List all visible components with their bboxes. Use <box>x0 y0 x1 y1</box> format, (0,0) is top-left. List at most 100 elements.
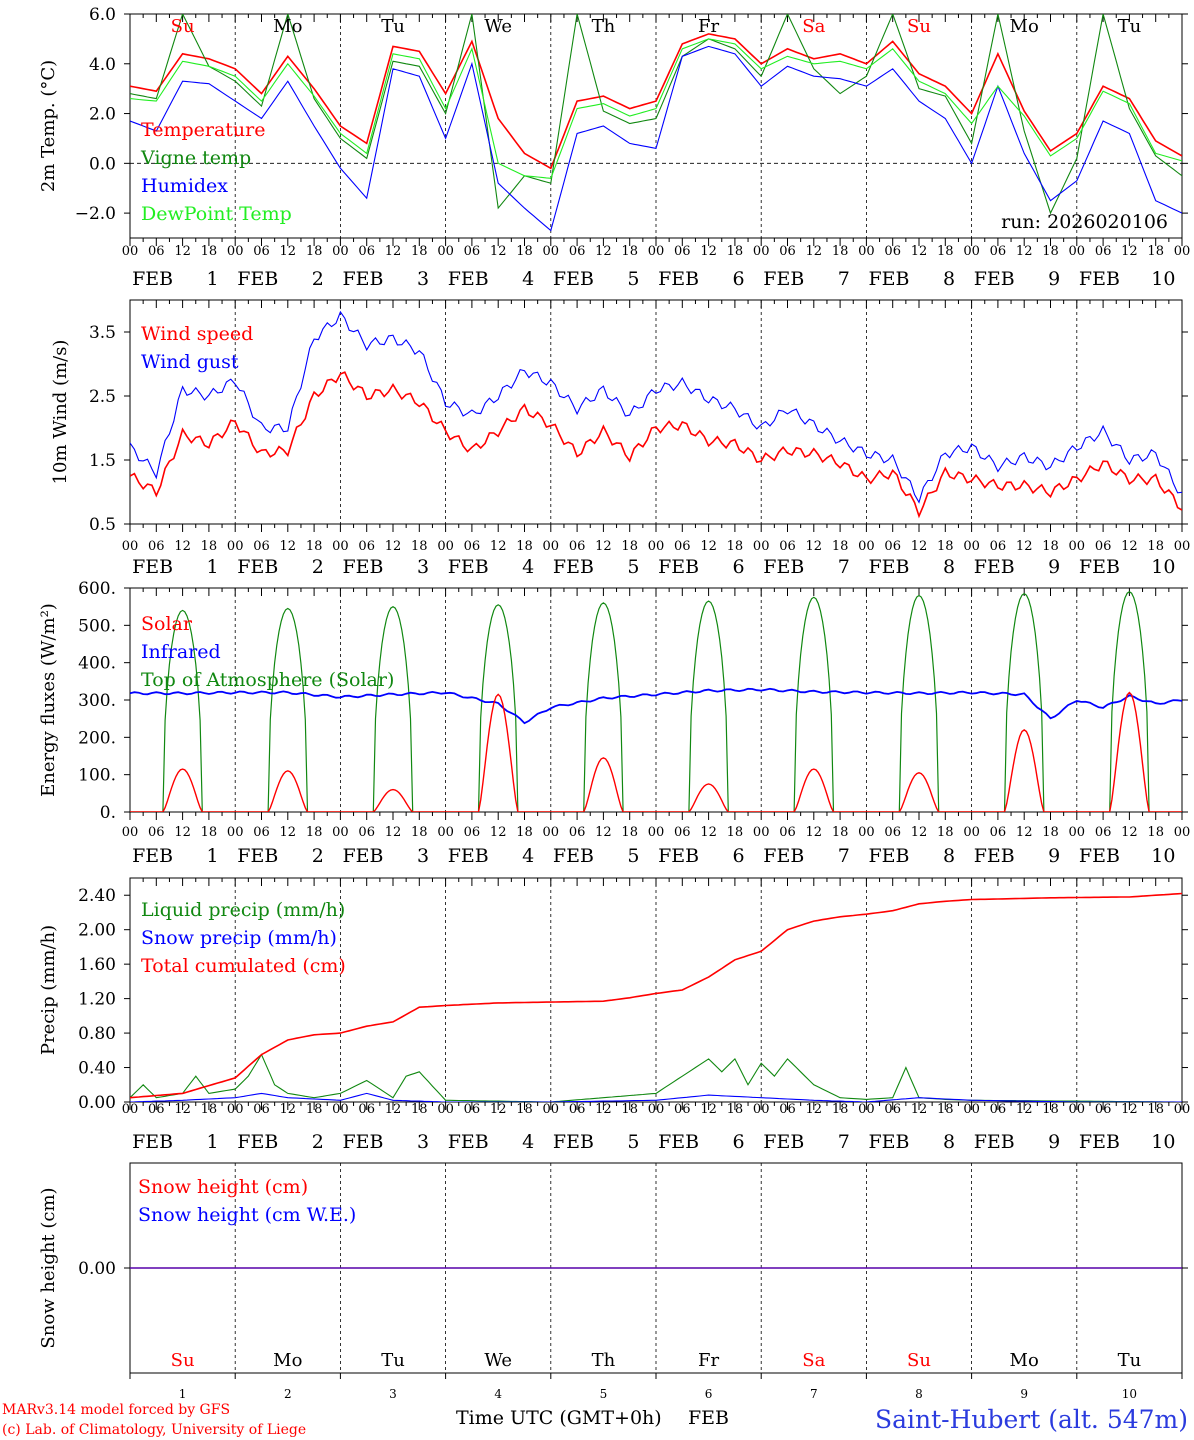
legend-entry: Humidex <box>141 175 228 197</box>
x-hour-label: 18 <box>306 244 323 259</box>
x-month-label: FEB <box>868 1131 909 1153</box>
x-date-label: 9 <box>1020 1387 1028 1401</box>
x-hour-label: 00 <box>437 825 454 840</box>
x-hour-label: 12 <box>174 1102 191 1117</box>
x-hour-label: 12 <box>490 539 507 554</box>
x-hour-label: 00 <box>227 1102 244 1117</box>
footer: MARv3.14 model forced by GFS (c) Lab. of … <box>2 1402 1188 1438</box>
y-tick-label: 2.40 <box>78 886 116 906</box>
x-hour-label: 06 <box>990 539 1007 554</box>
y-axis-label: Precip (mm/h) <box>38 925 59 1055</box>
x-month-label: FEB <box>868 845 909 867</box>
series-group <box>130 14 1182 232</box>
y-axis-label: 10m Wind (m/s) <box>50 340 71 485</box>
x-hour-label: 06 <box>990 825 1007 840</box>
x-month-label: FEB <box>868 556 909 578</box>
legend-entry: Snow height (cm) <box>138 1176 308 1198</box>
x-month-label: FEB <box>974 845 1015 867</box>
x-date-label: 9 <box>1048 1131 1060 1153</box>
x-hour-label: 06 <box>779 539 796 554</box>
x-date-label: 6 <box>705 1387 713 1401</box>
x-hour-label: 06 <box>1095 539 1112 554</box>
x-hour-label: 12 <box>806 1102 823 1117</box>
panel-4: 0.00 0.40 0.80 1.20 1.60 2.00 2.40 Precip (mm/h… <box>38 877 1190 1153</box>
x-hour-label: 12 <box>174 539 191 554</box>
x-date-label: 6 <box>733 556 745 578</box>
x-hour-label: 12 <box>595 244 612 259</box>
y-tick-label: 400. <box>78 654 116 674</box>
x-hour-label: 18 <box>516 244 533 259</box>
x-hour-label: 12 <box>911 1102 928 1117</box>
x-month-label: FEB <box>763 556 804 578</box>
x-month-label: FEB <box>763 268 804 290</box>
legend-entry: Solar <box>141 613 193 635</box>
x-hour-label: 18 <box>1147 825 1164 840</box>
x-hour-label: 00 <box>227 539 244 554</box>
weekday-label: Mo <box>1010 16 1039 37</box>
legend-entry: DewPoint Temp <box>141 203 292 225</box>
x-hour-label: 12 <box>1016 1102 1033 1117</box>
panel-3: 0. 100. 200. 300. 400. 500. 600. Energy fluxes … <box>38 579 1190 867</box>
x-hour-label: 18 <box>937 1102 954 1117</box>
x-hour-label: 18 <box>727 539 744 554</box>
x-date-label: 7 <box>838 556 850 578</box>
series-group <box>130 590 1182 812</box>
x-date-label: 7 <box>810 1387 818 1401</box>
x-hour-label: 00 <box>437 539 454 554</box>
legend-entry: Liquid precip (mm/h) <box>141 899 345 921</box>
x-hour-label: 18 <box>832 244 849 259</box>
legend-entry: Vigne temp <box>140 147 251 169</box>
x-hour-label: 06 <box>464 244 481 259</box>
x-date-label: 8 <box>915 1387 923 1401</box>
x-hour-label: 00 <box>1069 244 1086 259</box>
y-tick-label: 6.0 <box>89 5 116 25</box>
x-month-label: FEB <box>237 268 278 290</box>
x-hour-label: 06 <box>253 244 270 259</box>
x-hour-label: 12 <box>595 1102 612 1117</box>
x-month-label: FEB <box>132 845 173 867</box>
x-hour-label: 12 <box>1016 244 1033 259</box>
x-hour-label: 18 <box>516 1102 533 1117</box>
x-hour-label: 12 <box>280 244 297 259</box>
y-tick-label: 2.0 <box>89 105 116 125</box>
x-hour-label: 00 <box>543 244 560 259</box>
x-month-label: FEB <box>342 268 383 290</box>
legend-entry: Total cumulated (cm) <box>141 955 346 977</box>
x-hour-label: 00 <box>332 244 349 259</box>
y-tick-label: 200. <box>78 728 116 748</box>
x-month-label: FEB <box>974 556 1015 578</box>
x-hour-label: 12 <box>806 244 823 259</box>
legend-entry: Snow precip (mm/h) <box>141 927 337 949</box>
x-date-label: 2 <box>312 1131 324 1153</box>
x-hour-label: 18 <box>201 244 218 259</box>
weekday-label: Mo <box>1010 1350 1039 1371</box>
x-month-label: FEB <box>658 556 699 578</box>
x-hour-label: 00 <box>858 539 875 554</box>
x-hour-label: 12 <box>911 825 928 840</box>
x-hour-label: 18 <box>1147 1102 1164 1117</box>
series-vigne-temp-line <box>130 14 1182 215</box>
x-hour-label: 18 <box>306 825 323 840</box>
x-hour-label: 06 <box>674 1102 691 1117</box>
run-label: run: 2026020106 <box>1001 211 1168 233</box>
x-hour-label: 18 <box>937 539 954 554</box>
x-hour-label: 12 <box>1121 825 1138 840</box>
weekday-label: Fr <box>698 1350 719 1371</box>
x-date-label: 8 <box>943 556 955 578</box>
plot-frame <box>129 587 1183 813</box>
x-hour-label: 18 <box>621 825 638 840</box>
x-hour-label: 06 <box>990 244 1007 259</box>
x-hour-label: 18 <box>1147 539 1164 554</box>
x-date-label: 10 <box>1151 845 1175 867</box>
x-month-label: FEB <box>1079 268 1120 290</box>
x-hour-label: 18 <box>1042 244 1059 259</box>
x-hour-label: 06 <box>884 1102 901 1117</box>
weekday-label: Th <box>592 16 616 37</box>
weekday-label: Tu <box>1118 16 1142 37</box>
x-month-label: FEB <box>448 1131 489 1153</box>
x-date-label: 8 <box>943 1131 955 1153</box>
x-hour-label: 18 <box>1042 539 1059 554</box>
x-hour-label: 18 <box>411 1102 428 1117</box>
